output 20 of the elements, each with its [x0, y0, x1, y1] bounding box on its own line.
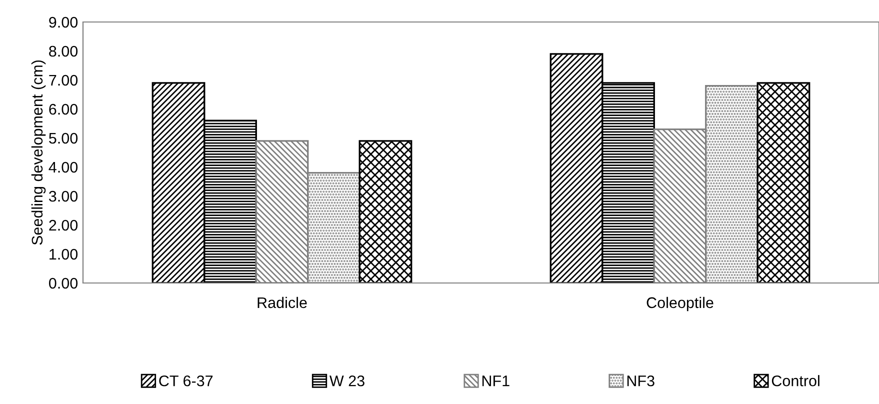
legend-label: CT 6-37 — [159, 375, 213, 386]
legend-label: W 23 — [330, 375, 364, 386]
y-axis-title: Seedling development (cm) — [31, 60, 46, 245]
y-tick-label: 7.00 — [49, 74, 78, 86]
bar — [756, 82, 810, 283]
y-tick-label: 2.00 — [49, 220, 78, 231]
y-tick-label: 9.00 — [49, 16, 78, 28]
legend-label: NF3 — [627, 375, 654, 386]
bar — [358, 140, 412, 283]
y-tick-label: 0.00 — [49, 278, 78, 289]
legend-label: Control — [772, 375, 820, 386]
legend-label: NF1 — [482, 376, 510, 386]
y-tick-label: 8.00 — [49, 46, 78, 57]
x-tick-label: Radicle — [258, 296, 307, 308]
y-tick-label: 5.00 — [49, 132, 78, 144]
x-tick-label: Coleoptile — [646, 296, 714, 312]
y-tick-label: 1.00 — [50, 248, 78, 260]
y-tick-label: 4.00 — [48, 162, 78, 173]
y-tick-label: 6.00 — [49, 104, 78, 115]
y-tick-label: 3.00 — [48, 190, 78, 202]
